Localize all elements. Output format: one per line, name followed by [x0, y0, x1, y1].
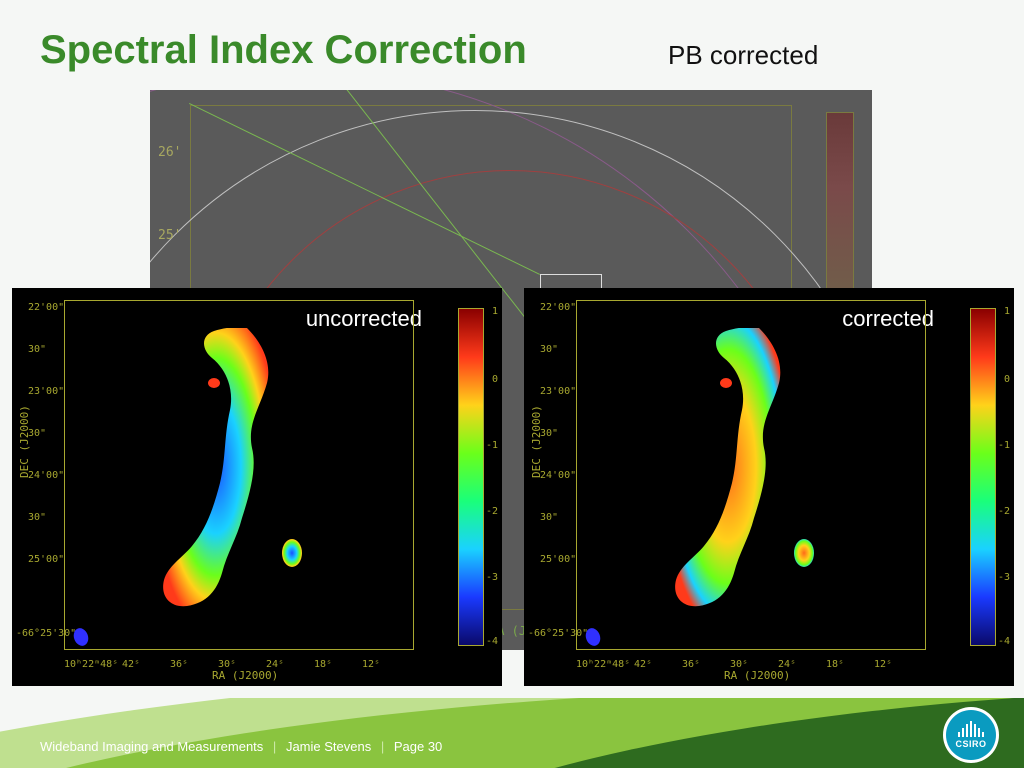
axis-xtick: 30ˢ: [218, 659, 236, 670]
colorbar-tick: 0: [1004, 374, 1010, 385]
footer-author: Jamie Stevens: [286, 739, 371, 754]
axis-ylabel: DEC (J2000): [18, 405, 31, 478]
axis-xtick: 36ˢ: [170, 659, 188, 670]
footer-text: Wideband Imaging and Measurements | Jami…: [40, 739, 442, 754]
axis-ytick: 22'00": [540, 302, 576, 313]
colorbar-tick: -2: [998, 506, 1010, 517]
colorbar-tick: -3: [998, 572, 1010, 583]
colorbar-tick: 1: [1004, 306, 1010, 317]
axis-xtick: 24ˢ: [266, 659, 284, 670]
axis-ytick: 23'00": [28, 386, 64, 397]
axis-xtick: 12ˢ: [874, 659, 892, 670]
axis-ytick: 30": [28, 344, 46, 355]
colorbar-tick: -3: [486, 572, 498, 583]
colorbar: [458, 308, 484, 646]
axis-ytick: 30": [28, 512, 46, 523]
axis-ytick: 25'00": [540, 554, 576, 565]
axis-ytick: 24'00": [540, 470, 576, 481]
axis-ytick: -66°25'30": [528, 628, 588, 639]
axis-ytick: 30": [540, 512, 558, 523]
colorbar-tick: -4: [998, 636, 1010, 647]
axis-ytick: 23'00": [540, 386, 576, 397]
axis-ytick: 30": [28, 428, 46, 439]
slide-footer: Wideband Imaging and Measurements | Jami…: [0, 698, 1024, 768]
colorbar-tick: -4: [486, 636, 498, 647]
axis-xtick: 12ˢ: [362, 659, 380, 670]
colorbar-tick: -1: [998, 440, 1010, 451]
csiro-logo-text: CSIRO: [955, 739, 986, 749]
overview-ytick: 26': [158, 145, 181, 160]
plot-frame: [576, 300, 926, 650]
axis-xtick: 18ˢ: [826, 659, 844, 670]
spectral-index-panel-uncorrected: uncorrected DEC (J2000) RA (J2000) 22'00…: [12, 288, 502, 686]
axis-ylabel: DEC (J2000): [530, 405, 543, 478]
axis-ytick: 24'00": [28, 470, 64, 481]
colorbar-tick: -1: [486, 440, 498, 451]
spectral-index-panel-corrected: corrected DEC (J2000) RA (J2000) 22'00"3…: [524, 288, 1014, 686]
axis-ytick: 30": [540, 428, 558, 439]
axis-xtick: 30ˢ: [730, 659, 748, 670]
axis-xtick: 42ˢ: [634, 659, 652, 670]
colorbar-tick: -2: [486, 506, 498, 517]
axis-ytick: 22'00": [28, 302, 64, 313]
axis-xtick: 36ˢ: [682, 659, 700, 670]
axis-xtick: 10ʰ22ᵐ48ˢ: [64, 659, 118, 670]
csiro-logo: CSIRO: [946, 710, 996, 760]
plot-frame: [64, 300, 414, 650]
colorbar-tick: 1: [492, 306, 498, 317]
page-title: Spectral Index Correction: [40, 28, 527, 73]
footer-page: Page 30: [394, 739, 442, 754]
axis-xtick: 10ʰ22ᵐ48ˢ: [576, 659, 630, 670]
footer-talk: Wideband Imaging and Measurements: [40, 739, 263, 754]
colorbar-tick: 0: [492, 374, 498, 385]
axis-xlabel: RA (J2000): [212, 669, 278, 682]
axis-ytick: 30": [540, 344, 558, 355]
axis-xtick: 24ˢ: [778, 659, 796, 670]
axis-xlabel: RA (J2000): [724, 669, 790, 682]
colorbar: [970, 308, 996, 646]
axis-xtick: 18ˢ: [314, 659, 332, 670]
overview-ytick: 25': [158, 228, 181, 243]
axis-ytick: -66°25'30": [16, 628, 76, 639]
axis-xtick: 42ˢ: [122, 659, 140, 670]
axis-ytick: 25'00": [28, 554, 64, 565]
csiro-logo-bars-icon: [958, 721, 984, 737]
page-subtitle: PB corrected: [668, 40, 818, 71]
